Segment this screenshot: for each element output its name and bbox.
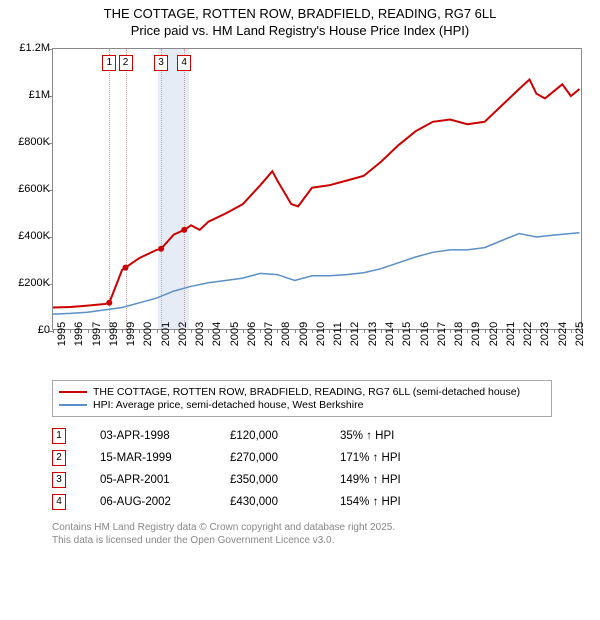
sale-price: £430,000 bbox=[230, 496, 340, 508]
sale-date: 15-MAR-1999 bbox=[100, 452, 230, 464]
sale-number-box: 1 bbox=[52, 428, 66, 444]
legend: THE COTTAGE, ROTTEN ROW, BRADFIELD, READ… bbox=[52, 380, 552, 417]
sale-date: 05-APR-2001 bbox=[100, 474, 230, 486]
sale-hpi: 171% ↑ HPI bbox=[340, 452, 450, 464]
sale-dot bbox=[158, 246, 164, 252]
series-line-price_paid bbox=[53, 79, 580, 307]
table-row: 1 03-APR-1998£120,00035% ↑ HPI bbox=[52, 425, 590, 447]
sale-dot bbox=[123, 264, 129, 270]
y-axis-label: £600K bbox=[10, 183, 50, 195]
sale-marker-box: 1 bbox=[102, 55, 116, 71]
sale-marker-box: 3 bbox=[154, 55, 168, 71]
legend-label-2: HPI: Average price, semi-detached house,… bbox=[93, 399, 363, 411]
plot-region: 12 34 bbox=[52, 48, 582, 330]
sale-date: 03-APR-1998 bbox=[100, 430, 230, 442]
y-axis-label: £800K bbox=[10, 136, 50, 148]
series-line-hpi bbox=[53, 233, 580, 314]
legend-swatch-1 bbox=[59, 391, 87, 393]
title-main: THE COTTAGE, ROTTEN ROW, BRADFIELD, READ… bbox=[10, 6, 590, 23]
sale-date: 06-AUG-2002 bbox=[100, 496, 230, 508]
legend-swatch-2 bbox=[59, 404, 87, 406]
sale-price: £120,000 bbox=[230, 430, 340, 442]
y-axis-label: £200K bbox=[10, 277, 50, 289]
sale-hpi: 154% ↑ HPI bbox=[340, 496, 450, 508]
y-axis-label: £1M bbox=[10, 89, 50, 101]
sale-dot bbox=[181, 227, 187, 233]
table-row: 2 15-MAR-1999£270,000171% ↑ HPI bbox=[52, 447, 590, 469]
sale-number-box: 4 bbox=[52, 494, 66, 510]
y-axis-label: £0 bbox=[10, 324, 50, 336]
y-axis-label: £400K bbox=[10, 230, 50, 242]
footer: Contains HM Land Registry data © Crown c… bbox=[52, 521, 590, 547]
chart-area: 1234 £0£200K£400K£600K£800K£1M£1.2M19951… bbox=[10, 44, 590, 374]
sale-hpi: 149% ↑ HPI bbox=[340, 474, 450, 486]
footer-line1: Contains HM Land Registry data © Crown c… bbox=[52, 521, 590, 534]
sale-marker-box: 4 bbox=[177, 55, 191, 71]
sales-table: 1 03-APR-1998£120,00035% ↑ HPI 2 15-MAR-199… bbox=[52, 425, 590, 513]
y-axis-label: £1.2M bbox=[10, 42, 50, 54]
title-sub: Price paid vs. HM Land Registry's House … bbox=[10, 23, 590, 40]
sale-dot bbox=[106, 300, 112, 306]
sale-number-box: 3 bbox=[52, 472, 66, 488]
sale-hpi: 35% ↑ HPI bbox=[340, 430, 450, 442]
legend-label-1: THE COTTAGE, ROTTEN ROW, BRADFIELD, READ… bbox=[93, 386, 520, 398]
sale-price: £270,000 bbox=[230, 452, 340, 464]
chart-container: THE COTTAGE, ROTTEN ROW, BRADFIELD, READ… bbox=[0, 0, 600, 555]
footer-line2: This data is licensed under the Open Gov… bbox=[52, 534, 590, 547]
table-row: 4 06-AUG-2002£430,000154% ↑ HPI bbox=[52, 491, 590, 513]
table-row: 3 05-APR-2001£350,000149% ↑ HPI bbox=[52, 469, 590, 491]
sale-price: £350,000 bbox=[230, 474, 340, 486]
sale-marker-box: 2 bbox=[119, 55, 133, 71]
sale-number-box: 2 bbox=[52, 450, 66, 466]
legend-item: THE COTTAGE, ROTTEN ROW, BRADFIELD, READ… bbox=[59, 386, 545, 398]
series-svg bbox=[53, 49, 583, 331]
legend-item: HPI: Average price, semi-detached house,… bbox=[59, 399, 545, 411]
title-block: THE COTTAGE, ROTTEN ROW, BRADFIELD, READ… bbox=[10, 6, 590, 40]
